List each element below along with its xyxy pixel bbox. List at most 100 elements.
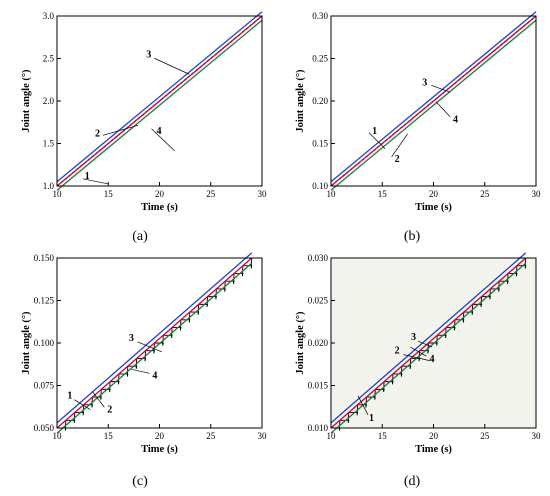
- x-tick-label: 20: [429, 431, 439, 441]
- annotation-leader-1: [368, 132, 386, 149]
- annotation-label-4: 4: [453, 115, 458, 126]
- x-tick-label: 25: [480, 189, 490, 199]
- annotation-leader-1: [74, 399, 91, 410]
- x-tick-label: 10: [327, 189, 337, 199]
- y-tick-label: 0.150: [34, 253, 55, 263]
- series-line-3: [330, 11, 537, 183]
- annotation-leader-1: [357, 395, 369, 415]
- y-tick-label: 0.100: [34, 338, 55, 348]
- annotation-label-3: 3: [411, 332, 416, 343]
- x-tick-label: 30: [258, 431, 268, 441]
- y-tick-label: 0.050: [34, 423, 55, 433]
- annotation-label-2: 2: [395, 346, 400, 357]
- y-tick-label: 0.30: [312, 11, 328, 21]
- annotation-leader-2: [391, 133, 408, 157]
- x-tick-label: 15: [378, 431, 388, 441]
- y-tick-label: 2.5: [43, 54, 55, 64]
- series-line-2: [330, 15, 537, 187]
- x-axis-label: Time (s): [141, 444, 178, 455]
- y-axis-label: Joint angle (°): [295, 69, 306, 133]
- annotation-label-4: 4: [157, 126, 162, 137]
- annotation-leader-3: [431, 84, 451, 93]
- y-tick-label: 1.0: [43, 181, 55, 191]
- annotation-leader-3: [137, 341, 162, 353]
- x-tick-label: 10: [53, 431, 63, 441]
- series-line-3: [330, 252, 527, 424]
- series-line-4: [330, 19, 537, 191]
- y-tick-label: 0.15: [312, 139, 328, 149]
- annotation-label-3: 3: [129, 333, 134, 344]
- x-tick-label: 10: [327, 431, 337, 441]
- x-tick-label: 25: [480, 431, 490, 441]
- annotation-leader-4: [410, 346, 427, 357]
- panel-caption: (c): [132, 474, 148, 489]
- annotation-label-1: 1: [67, 391, 72, 402]
- annotation-leader-3: [417, 340, 433, 348]
- chart-panel-b: 10 15 20 25 30 0.10 0.15 0.20 0.25 0.30 Time (s) Jo…: [295, 11, 541, 244]
- annotation-label-1: 1: [85, 171, 90, 182]
- annotation-leader-3: [154, 57, 190, 75]
- y-axis-label: Joint angle (°): [21, 311, 32, 375]
- annotation-leader-2: [403, 354, 430, 361]
- chart-panel-d: 10 15 20 25 30 0.010 0.015 0.020 0.025 0.030 Time …: [295, 252, 542, 489]
- series-line-2: [56, 15, 263, 187]
- panel-caption: (d): [404, 474, 421, 489]
- x-tick-label: 15: [104, 431, 114, 441]
- y-tick-label: 0.125: [34, 296, 55, 306]
- series-line-3: [56, 11, 263, 183]
- series-line-4: [56, 262, 253, 434]
- x-tick-label: 30: [532, 189, 542, 199]
- annotation-label-2: 2: [95, 128, 100, 139]
- series-line-4: [56, 19, 263, 191]
- annotation-label-4: 4: [429, 354, 434, 365]
- x-tick-label: 25: [206, 189, 216, 199]
- x-tick-label: 30: [532, 431, 542, 441]
- x-tick-label: 15: [378, 189, 388, 199]
- series-line-3: [56, 252, 253, 424]
- panel-caption: (b): [404, 229, 421, 244]
- y-tick-label: 0.10: [312, 181, 328, 191]
- annotation-leader-2: [92, 391, 105, 408]
- x-tick-label: 15: [104, 189, 114, 199]
- chart-panel-c: 10 15 20 25 30 0.050 0.075 0.100 0.125 0.150 Time …: [21, 252, 268, 489]
- x-tick-label: 10: [53, 189, 63, 199]
- y-tick-label: 0.075: [34, 381, 55, 391]
- x-tick-label: 20: [155, 431, 165, 441]
- x-axis-label: Time (s): [415, 202, 452, 213]
- annotation-label-4: 4: [152, 370, 157, 381]
- annotation-leader-4: [131, 368, 150, 374]
- y-tick-label: 3.0: [43, 11, 55, 21]
- annotation-label-2: 2: [107, 404, 112, 415]
- y-axis-label: Joint angle (°): [295, 311, 306, 375]
- x-axis-label: Time (s): [415, 444, 452, 455]
- y-axis-label: Joint angle (°): [21, 69, 32, 133]
- annotation-label-1: 1: [369, 413, 374, 424]
- panel-caption: (a): [132, 229, 148, 244]
- annotation-leader-2: [102, 124, 139, 136]
- series-line-4: [330, 262, 527, 434]
- y-tick-label: 0.20: [312, 96, 328, 106]
- y-tick-label: 0.015: [308, 381, 329, 391]
- y-tick-label: 0.25: [312, 54, 328, 64]
- y-tick-label: 1.5: [43, 139, 55, 149]
- x-axis-label: Time (s): [141, 202, 178, 213]
- x-tick-label: 20: [155, 189, 165, 199]
- y-tick-label: 2.0: [43, 96, 55, 106]
- x-tick-label: 30: [258, 189, 268, 199]
- y-tick-label: 0.025: [308, 296, 329, 306]
- annotation-leader-1: [82, 178, 108, 185]
- x-tick-label: 25: [206, 431, 216, 441]
- y-tick-label: 0.020: [308, 338, 329, 348]
- annotation-label-2: 2: [395, 154, 400, 165]
- annotation-label-3: 3: [422, 77, 427, 88]
- annotation-label-3: 3: [146, 49, 151, 60]
- series-line-2: [56, 257, 253, 429]
- y-tick-label: 0.030: [308, 253, 329, 263]
- series-line-2: [330, 257, 527, 429]
- chart-panel-a: 10 15 20 25 30 1.0 1.5 2.0 2.5 3.0 Time (s) Joint a…: [21, 11, 267, 244]
- annotation-leader-4: [151, 128, 175, 152]
- x-tick-label: 20: [429, 189, 439, 199]
- annotation-leader-4: [435, 101, 451, 117]
- annotation-label-1: 1: [372, 126, 377, 137]
